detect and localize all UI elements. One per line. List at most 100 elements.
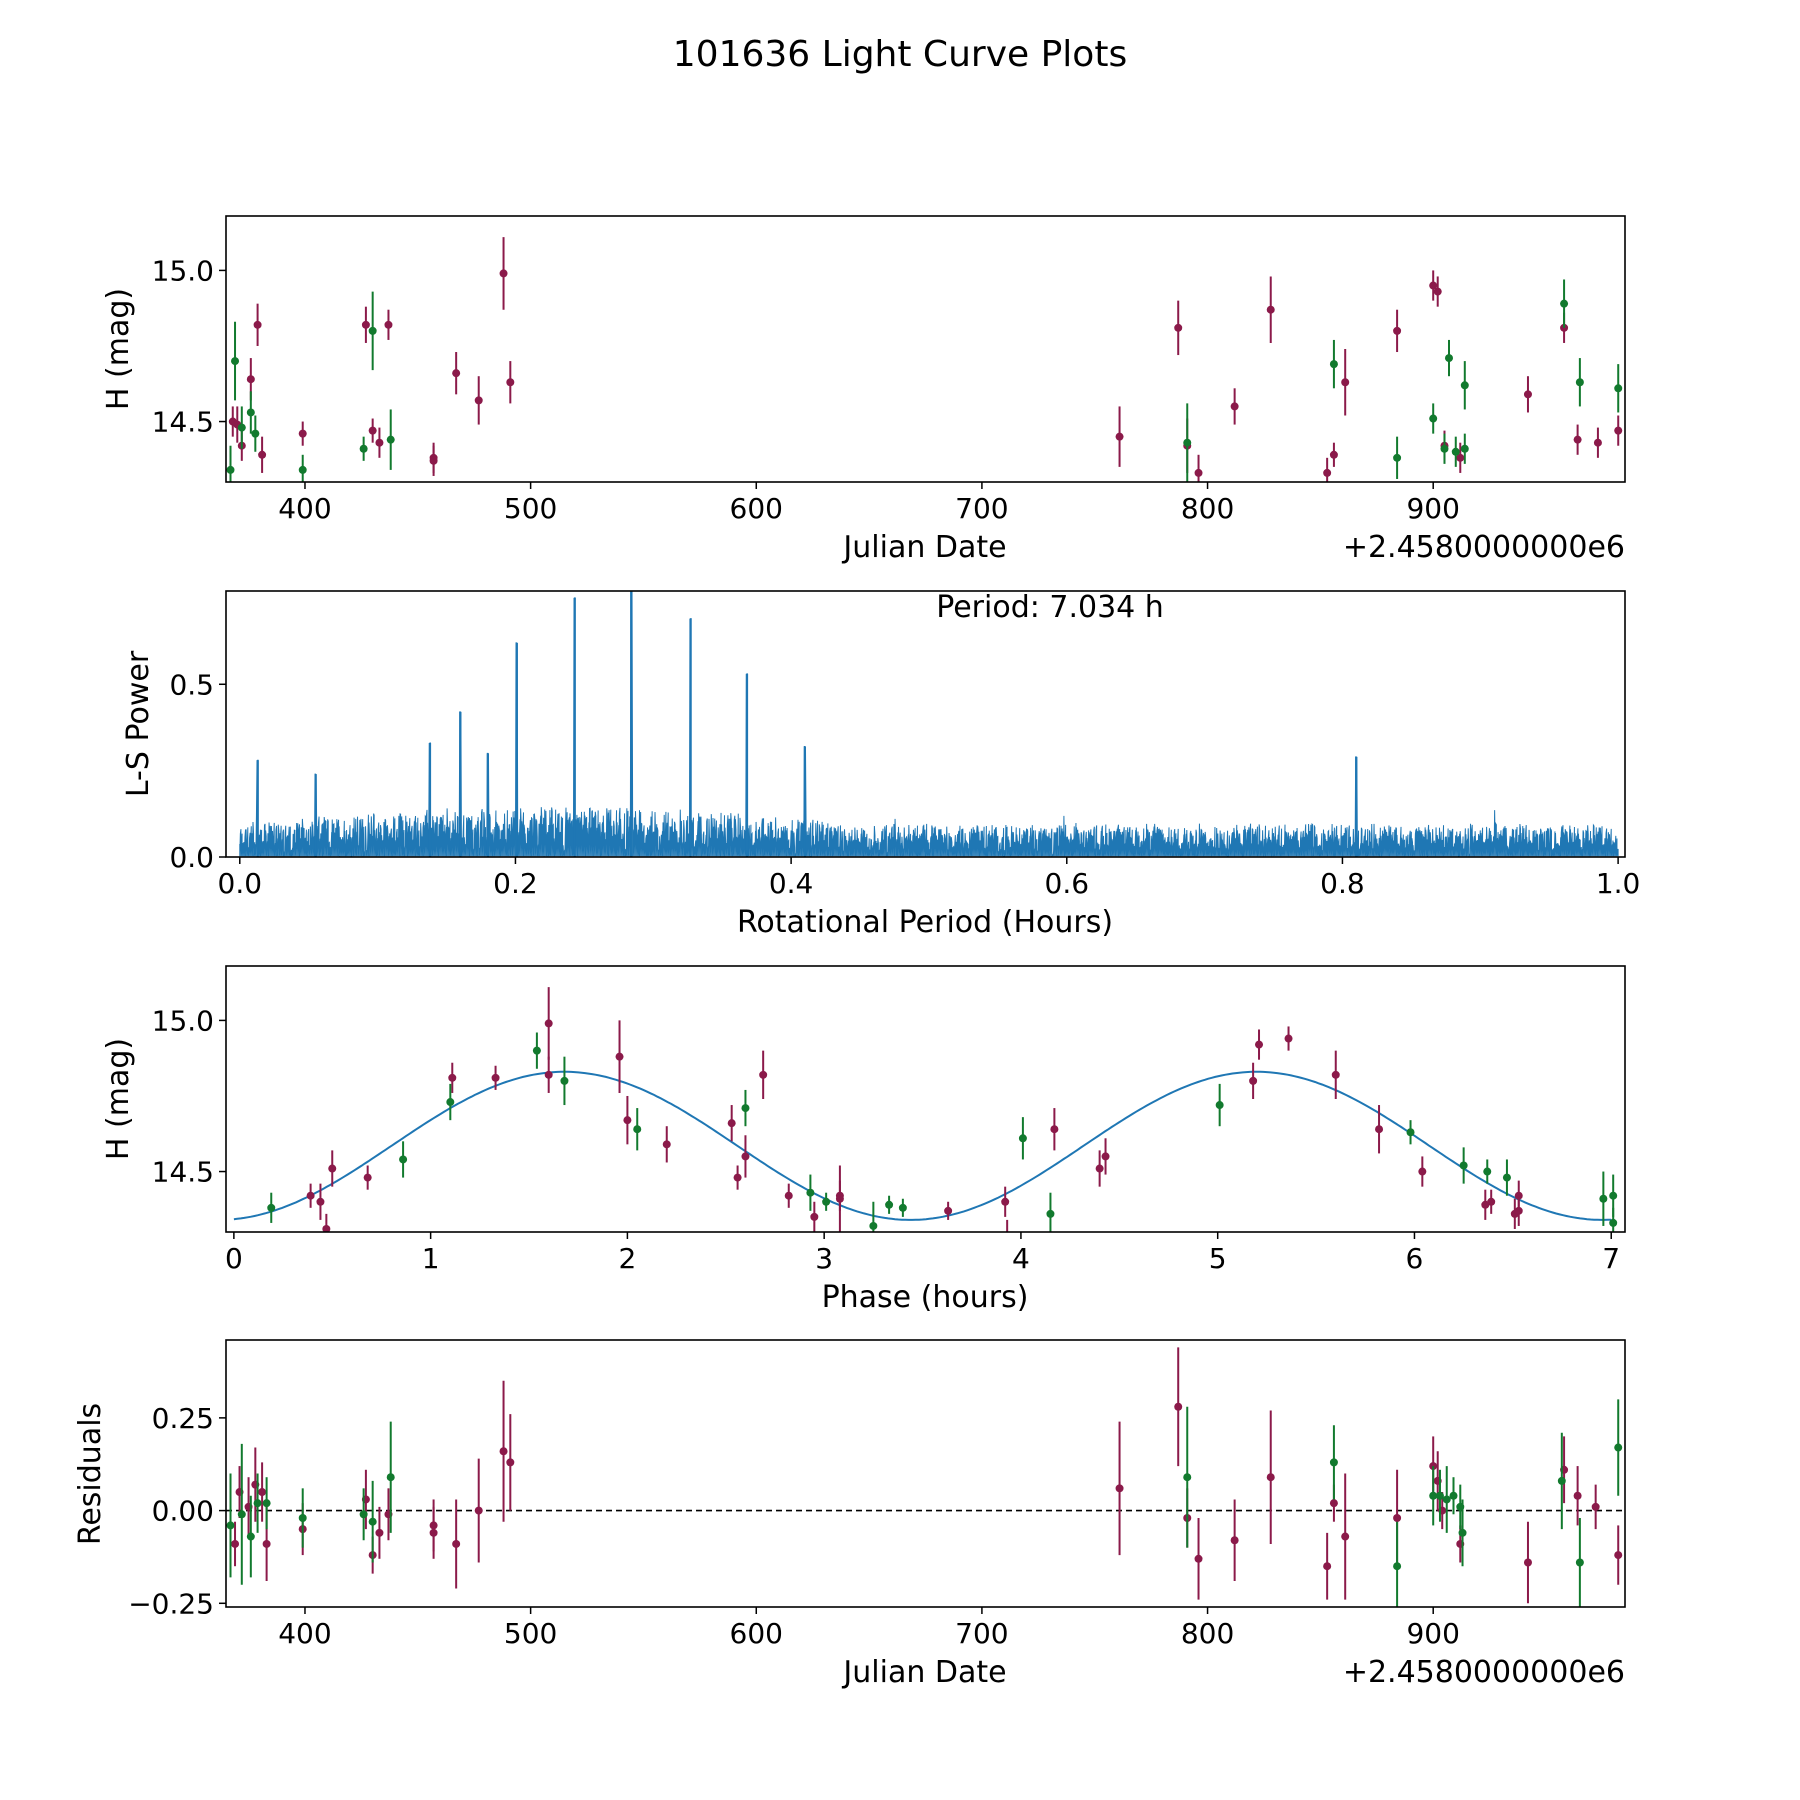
- residuals-ylabel: Residuals: [73, 1403, 108, 1545]
- phased-point: [1101, 1152, 1110, 1161]
- lightcurve-point: [226, 465, 235, 474]
- phased-point: [1609, 1218, 1618, 1227]
- phased-point: [898, 1203, 907, 1212]
- phased-xtick-label: 7: [1602, 1242, 1620, 1275]
- periodogram-power-line: [239, 591, 1619, 857]
- residuals-point: [368, 1517, 377, 1526]
- lightcurve-point: [1460, 444, 1469, 453]
- residuals-point: [474, 1506, 483, 1515]
- phased-point: [810, 1212, 819, 1221]
- residuals-point: [375, 1528, 384, 1537]
- phased-point: [1514, 1191, 1523, 1200]
- residuals-point: [506, 1458, 515, 1467]
- lightcurve-point: [368, 426, 377, 435]
- residuals-point: [231, 1539, 240, 1548]
- phased-point: [491, 1073, 500, 1082]
- phased-marks: [233, 987, 1618, 1232]
- residuals-point: [1591, 1502, 1600, 1511]
- phased-point: [448, 1073, 457, 1082]
- lightcurve-point: [1429, 414, 1438, 423]
- residuals-point: [1614, 1551, 1623, 1560]
- phased-point: [1050, 1125, 1059, 1134]
- phased-point: [615, 1052, 624, 1061]
- periodogram-plot-area: 0.0 0.2 0.4 0.6 0.8 1.0 0.0 0.5: [169, 591, 1640, 900]
- residuals-marks: [226, 1347, 1623, 1607]
- lightcurve-point: [1456, 453, 1465, 462]
- residuals-xtick-label: 800: [1181, 1617, 1234, 1650]
- phased-point: [1487, 1197, 1496, 1206]
- lightcurve-point: [1230, 402, 1239, 411]
- lightcurve-frame: [225, 215, 1626, 483]
- residuals-point: [359, 1510, 368, 1519]
- lightcurve-point: [1329, 360, 1338, 369]
- phased-point: [1459, 1161, 1468, 1170]
- lightcurve-point: [1194, 468, 1203, 477]
- lightcurve-point: [231, 357, 240, 366]
- residuals-point: [262, 1539, 271, 1548]
- phased-point: [885, 1200, 894, 1209]
- lightcurve-point: [1575, 378, 1584, 387]
- residuals-point: [1442, 1495, 1451, 1504]
- lightcurve-point: [1440, 444, 1449, 453]
- residuals-point: [298, 1514, 307, 1522]
- phased-point: [1001, 1197, 1010, 1206]
- phased-point: [316, 1197, 325, 1206]
- phased-point: [363, 1173, 372, 1182]
- lightcurve-point: [298, 465, 307, 474]
- phased-point: [623, 1116, 632, 1125]
- residuals-plot-area: 400 500 600 700 800 900 −0.25 0.00 0.25: [128, 1347, 1625, 1650]
- residuals-xtick-label: 700: [955, 1617, 1008, 1650]
- phased-point: [1018, 1134, 1027, 1143]
- lightcurve-xtick-label: 900: [1406, 492, 1459, 525]
- phased-point: [1609, 1191, 1618, 1200]
- phased-point: [835, 1194, 844, 1203]
- lightcurve-point: [1429, 281, 1438, 290]
- lightcurve-xtick-label: 700: [955, 492, 1008, 525]
- residuals-point: [1614, 1443, 1623, 1452]
- phased-point: [1249, 1076, 1258, 1085]
- lightcurve-plot-area: 400 500 600 700 800 900 14.5 15.0: [152, 237, 1623, 525]
- periodogram-panel: 0.0 0.2 0.4 0.6 0.8 1.0 0.0 0.5 Period: 7.034 h…: [121, 590, 1640, 940]
- residuals-ytick-label: 0.25: [152, 1402, 214, 1435]
- lightcurve-point: [251, 429, 260, 438]
- residuals-point: [1266, 1473, 1275, 1482]
- lightcurve-point: [1614, 426, 1623, 435]
- phased-xtick-label: 4: [1012, 1242, 1030, 1275]
- residuals-ytick-label: 0.00: [152, 1495, 214, 1528]
- lightcurve-point: [452, 369, 461, 378]
- periodogram-xtick-label: 0.0: [218, 867, 263, 900]
- phased-xtick-label: 6: [1406, 1242, 1424, 1275]
- phased-point: [741, 1152, 750, 1161]
- phased-point: [267, 1203, 276, 1212]
- lightcurve-point: [246, 375, 255, 384]
- periodogram-xtick-label: 0.4: [769, 867, 814, 900]
- residuals-offset-label: +2.4580000000e6: [1343, 1655, 1625, 1690]
- lightcurve-point: [258, 450, 267, 459]
- residuals-point: [1393, 1514, 1402, 1522]
- lightcurve-point: [1560, 299, 1569, 308]
- residuals-point: [1323, 1562, 1332, 1571]
- phased-ytick-label: 15.0: [152, 1004, 214, 1037]
- residuals-point: [1523, 1558, 1532, 1567]
- lightcurve-marks: [226, 237, 1623, 482]
- residuals-point: [1341, 1532, 1350, 1541]
- phased-point: [822, 1197, 831, 1206]
- lightcurve-point: [1593, 438, 1602, 447]
- lightcurve-point: [1393, 326, 1402, 335]
- lightcurve-ytick-label: 14.5: [152, 406, 214, 439]
- phased-point: [1502, 1173, 1511, 1182]
- lightcurve-point: [429, 456, 438, 465]
- residuals-panel: 400 500 600 700 800 900 −0.25 0.00 0.25 Julian D…: [73, 1339, 1626, 1690]
- residuals-xtick-label: 400: [278, 1617, 331, 1650]
- phased-fit-curve: [233, 1070, 1612, 1221]
- phased-xtick-label: 3: [815, 1242, 833, 1275]
- phased-ylabel: H (mag): [101, 1038, 136, 1160]
- residuals-point: [246, 1532, 255, 1541]
- phased-point: [727, 1119, 736, 1128]
- phased-xlabel: Phase (hours): [822, 1280, 1029, 1315]
- lightcurve-point: [506, 378, 515, 387]
- lightcurve-point: [1323, 468, 1332, 477]
- phased-frame: [225, 965, 1626, 1233]
- lightcurve-panel: 400 500 600 700 800 900 14.5 15.0 Julian Date H…: [101, 215, 1626, 565]
